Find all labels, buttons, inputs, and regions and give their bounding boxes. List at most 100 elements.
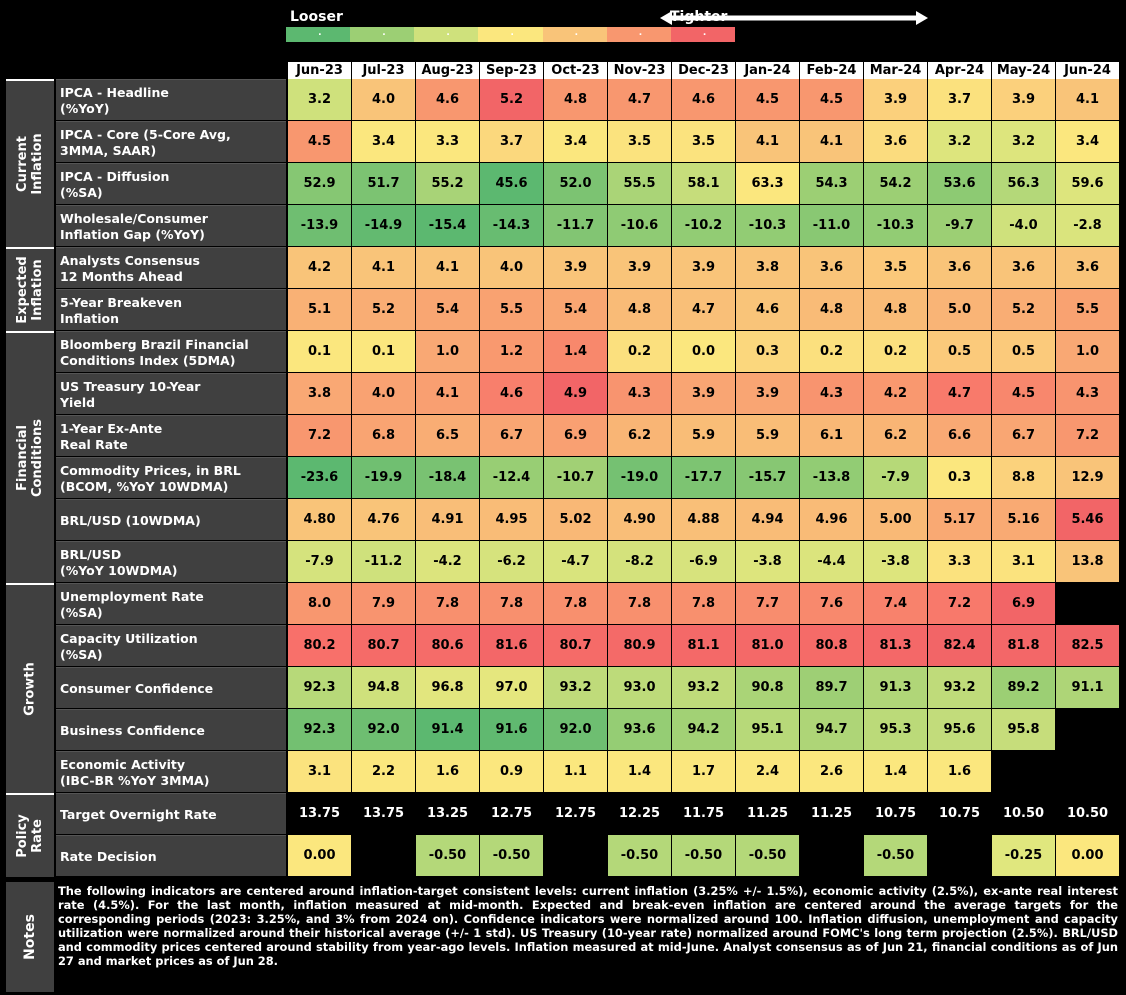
heatmap-cell: 4.3: [1056, 373, 1119, 414]
heatmap-cell: 3.6: [800, 247, 863, 288]
heatmap-cell: -0.50: [736, 835, 799, 876]
column-header: Feb-24: [800, 62, 863, 79]
heatmap-cell: 4.7: [928, 373, 991, 414]
heatmap-cell: 10.50: [992, 793, 1055, 834]
heatmap-cell: 3.4: [1056, 121, 1119, 162]
heatmap-cell: [1056, 751, 1119, 792]
heatmap-cell: 0.3: [736, 331, 799, 372]
heatmap-cell: -8.2: [608, 541, 671, 582]
heatmap-cell: 11.75: [672, 793, 735, 834]
row-label: Capacity Utilization (%SA): [56, 625, 286, 666]
heatmap-cell: -12.4: [480, 457, 543, 498]
heatmap-cell: -19.9: [352, 457, 415, 498]
heatmap-cell: 1.4: [864, 751, 927, 792]
row-label: 5-Year Breakeven Inflation: [56, 289, 286, 330]
heatmap-cell: [800, 835, 863, 876]
heatmap-cell: 3.9: [864, 79, 927, 120]
heatmap-cell: 3.4: [544, 121, 607, 162]
heatmap-cell: -10.2: [672, 205, 735, 246]
heatmap-cell: 1.0: [416, 331, 479, 372]
heatmap-cell: 7.2: [288, 415, 351, 456]
row-label: IPCA - Core (5-Core Avg, 3MMA, SAAR): [56, 121, 286, 162]
heatmap-cell: 4.7: [608, 79, 671, 120]
heatmap-cell: -4.7: [544, 541, 607, 582]
heatmap-cell: 1.4: [544, 331, 607, 372]
heatmap-cell: 4.2: [288, 247, 351, 288]
heatmap-cell: 93.0: [608, 667, 671, 708]
heatmap-cell: 5.5: [1056, 289, 1119, 330]
heatmap-cell: 93.2: [672, 667, 735, 708]
column-header: Oct-23: [544, 62, 607, 79]
legend-swatch-6: [670, 27, 735, 42]
heatmap-cell: 53.6: [928, 163, 991, 204]
heatmap-cell: 4.6: [736, 289, 799, 330]
heatmap-cell: 91.1: [1056, 667, 1119, 708]
heatmap-cell: 3.7: [928, 79, 991, 120]
row-label: Business Confidence: [56, 709, 286, 750]
heatmap-cell: 3.6: [928, 247, 991, 288]
heatmap-cell: 5.16: [992, 499, 1055, 540]
row-label: Consumer Confidence: [56, 667, 286, 708]
heatmap-cell: 80.7: [544, 625, 607, 666]
heatmap-cell: -0.50: [672, 835, 735, 876]
heatmap-cell: 7.9: [352, 583, 415, 624]
heatmap-cell: -3.8: [736, 541, 799, 582]
heatmap-cell: 11.25: [800, 793, 863, 834]
heatmap-cell: 1.1: [544, 751, 607, 792]
heatmap-cell: 4.0: [352, 373, 415, 414]
heatmap-cell: 58.1: [672, 163, 735, 204]
heatmap-cell: 0.5: [928, 331, 991, 372]
heatmap-cell: 12.25: [608, 793, 671, 834]
heatmap-cell: 4.1: [736, 121, 799, 162]
heatmap-cell: 1.6: [928, 751, 991, 792]
heatmap-cell: -10.7: [544, 457, 607, 498]
column-header: May-24: [992, 62, 1055, 79]
heatmap-cell: 5.2: [992, 289, 1055, 330]
heatmap-cell: 3.5: [672, 121, 735, 162]
heatmap-cell: -23.6: [288, 457, 351, 498]
row-label: Economic Activity (IBC-BR %YoY 3MMA): [56, 751, 286, 792]
heatmap-cell: -11.0: [800, 205, 863, 246]
heatmap-cell: 3.2: [288, 79, 351, 120]
heatmap-cell: -0.50: [608, 835, 671, 876]
heatmap-cell: 3.1: [288, 751, 351, 792]
heatmap-cell: 4.96: [800, 499, 863, 540]
heatmap-cell: 0.9: [480, 751, 543, 792]
heatmap-cell: 4.95: [480, 499, 543, 540]
heatmap-cell: 13.75: [288, 793, 351, 834]
double-arrow-icon: [660, 11, 928, 25]
row-label: Rate Decision: [56, 835, 286, 876]
legend-swatch-4: [542, 27, 607, 42]
legend-tighter-label: Tighter: [670, 9, 728, 25]
heatmap-cell: 3.7: [480, 121, 543, 162]
heatmap-cell: 0.1: [352, 331, 415, 372]
heatmap-cell: -15.7: [736, 457, 799, 498]
heatmap-cell: 91.3: [864, 667, 927, 708]
heatmap-cell: 95.3: [864, 709, 927, 750]
heatmap-cell: 7.2: [1056, 415, 1119, 456]
heatmap-cell: -7.9: [288, 541, 351, 582]
heatmap-cell: -3.8: [864, 541, 927, 582]
heatmap-cell: 12.75: [544, 793, 607, 834]
heatmap-cell: 80.9: [608, 625, 671, 666]
heatmap-cell: 4.1: [352, 247, 415, 288]
row-label: US Treasury 10-Year Yield: [56, 373, 286, 414]
legend-swatch-1: [350, 27, 415, 42]
heatmap-cell: 3.8: [736, 247, 799, 288]
heatmap-cell: 13.25: [416, 793, 479, 834]
heatmap-cell: 4.5: [992, 373, 1055, 414]
column-header: Jan-24: [736, 62, 799, 79]
heatmap-cell: [992, 751, 1055, 792]
heatmap-cell: 7.8: [416, 583, 479, 624]
heatmap-cell: 5.1: [288, 289, 351, 330]
heatmap-cell: 80.6: [416, 625, 479, 666]
heatmap-cell: 81.8: [992, 625, 1055, 666]
heatmap-cell: 7.6: [800, 583, 863, 624]
heatmap-cell: 13.8: [1056, 541, 1119, 582]
heatmap-cell: 80.2: [288, 625, 351, 666]
heatmap-cell: 54.3: [800, 163, 863, 204]
heatmap-cell: 4.1: [416, 373, 479, 414]
heatmap-cell: -17.7: [672, 457, 735, 498]
notes-side-label: Notes: [6, 882, 54, 992]
heatmap-cell: 4.91: [416, 499, 479, 540]
